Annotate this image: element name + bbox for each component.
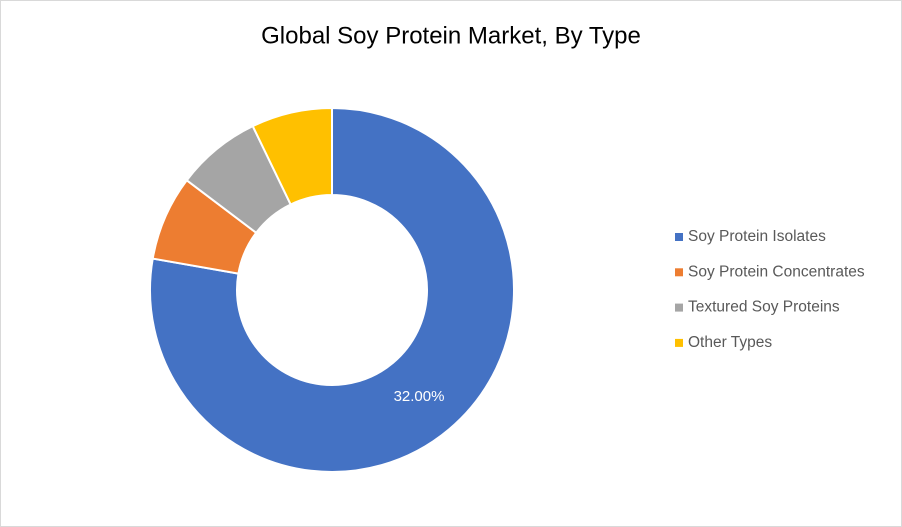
legend-label: Soy Protein Concentrates (688, 263, 865, 280)
legend-swatch (675, 233, 683, 241)
chart-title: Global Soy Protein Market, By Type (261, 22, 641, 49)
legend-label: Soy Protein Isolates (688, 228, 826, 245)
legend-swatch (675, 303, 683, 312)
legend-swatch (675, 268, 683, 277)
legend-swatch (675, 338, 683, 347)
donut-slice (251, 106, 333, 206)
legend-label: Other Types (688, 334, 772, 351)
donut-slice (149, 106, 515, 473)
data-label: 32.00% (394, 388, 445, 405)
legend-label: Textured Soy Proteins (688, 299, 840, 316)
